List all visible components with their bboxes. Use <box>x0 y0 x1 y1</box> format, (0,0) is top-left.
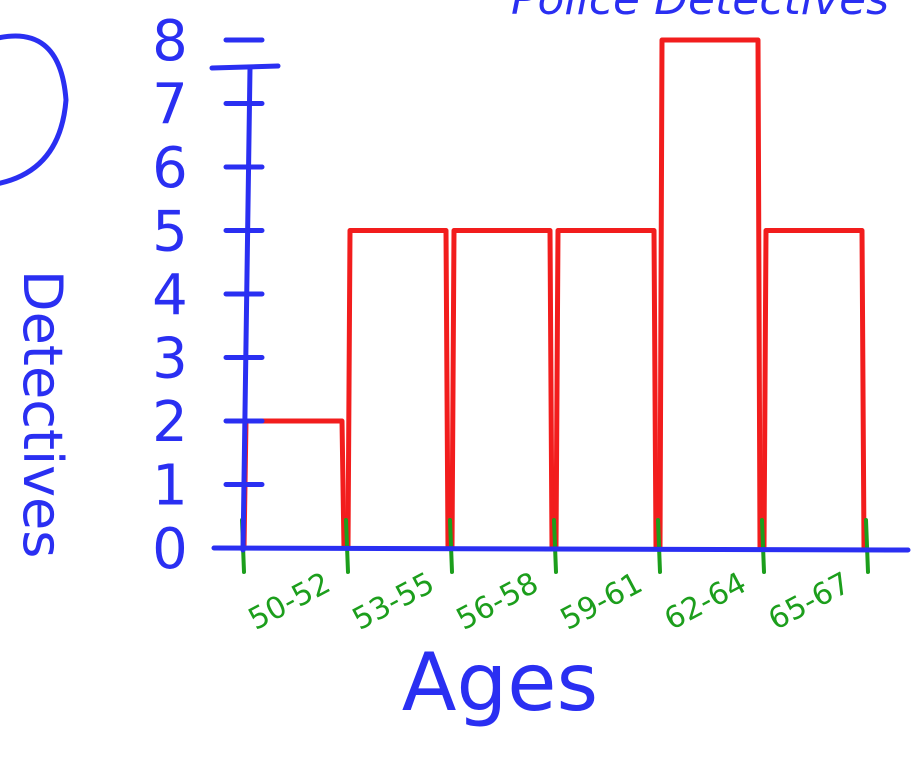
y-tick-label: 6 <box>152 136 188 201</box>
y-tick-label: 2 <box>152 390 188 455</box>
y-axis-label: Detectives <box>11 270 74 558</box>
y-tick-label: 0 <box>152 517 188 582</box>
x-tick-label: 50-52 <box>243 566 336 638</box>
chart-title: Police Detectives <box>511 0 889 25</box>
bar-59-61 <box>553 228 659 551</box>
x-tick-label: 59-61 <box>555 566 648 638</box>
x-tick-label: 53-55 <box>347 566 440 638</box>
y-tick-label: 7 <box>152 73 188 138</box>
y-tick-label: 3 <box>152 327 188 392</box>
x-tick-mark <box>760 518 766 574</box>
bar-53-55 <box>345 228 451 551</box>
x-tick-mark <box>448 518 454 574</box>
y-axis-top-tick <box>209 63 281 71</box>
x-tick-label: 62-64 <box>659 566 752 638</box>
x-tick-mark <box>552 518 558 574</box>
x-tick-label: 56-58 <box>451 566 544 638</box>
y-tick-label: 1 <box>152 454 188 519</box>
y-tick-label: 4 <box>152 263 188 328</box>
y-tick-label: 8 <box>152 9 188 74</box>
bar-65-67 <box>761 228 867 551</box>
bars-layer <box>241 37 867 551</box>
y-axis <box>240 65 253 553</box>
bar-62-64 <box>657 37 763 551</box>
x-tick-mark <box>656 518 662 574</box>
bar-56-58 <box>449 228 555 551</box>
x-tick-label: 65-67 <box>763 566 856 638</box>
x-axis <box>211 545 911 553</box>
x-ticks-layer: 50-52 53-55 56-58 59-61 62-64 65-67 <box>240 518 870 638</box>
y-tick-label: 5 <box>152 200 188 265</box>
x-axis-label: Ages <box>402 636 598 729</box>
x-tick-mark <box>864 518 870 574</box>
circle-annotation <box>0 33 69 186</box>
